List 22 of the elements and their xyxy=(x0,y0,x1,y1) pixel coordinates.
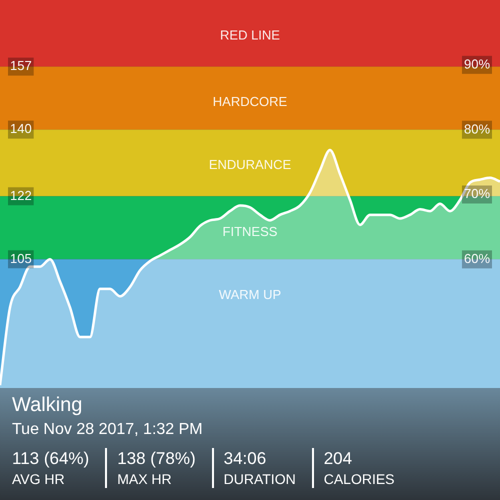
y2-tick-label: 90% xyxy=(464,56,490,72)
annotation: 138 (78%) xyxy=(117,448,196,470)
y2-tick-label: 70% xyxy=(464,186,490,202)
annotation: 34:06 xyxy=(224,448,268,470)
annotation: 204 xyxy=(324,448,354,470)
annotation: DURATION xyxy=(224,470,296,488)
annotation: AVG HR xyxy=(12,470,66,488)
y2-tick-label: 80% xyxy=(464,121,490,136)
band-label: HARDCORE xyxy=(212,94,288,110)
text: Tue Nov 28 2017, 1:32 PM xyxy=(12,420,204,440)
y-tick-label: 105 xyxy=(10,250,32,266)
band-label: WARM UP xyxy=(218,286,282,302)
annotation: CALORIES xyxy=(324,470,395,488)
band-label: RED LINE xyxy=(220,28,280,43)
band-label: ENDURANCE xyxy=(208,157,292,172)
y-tick-label: 157 xyxy=(10,58,32,74)
text: Walking xyxy=(12,393,84,418)
annotation: MAX HR xyxy=(117,470,173,488)
y-tick-label: 140 xyxy=(10,121,32,136)
annotation: 113 (64%) xyxy=(12,448,90,470)
band-label: FITNESS xyxy=(222,224,278,239)
y2-tick-label: 60% xyxy=(464,250,490,266)
